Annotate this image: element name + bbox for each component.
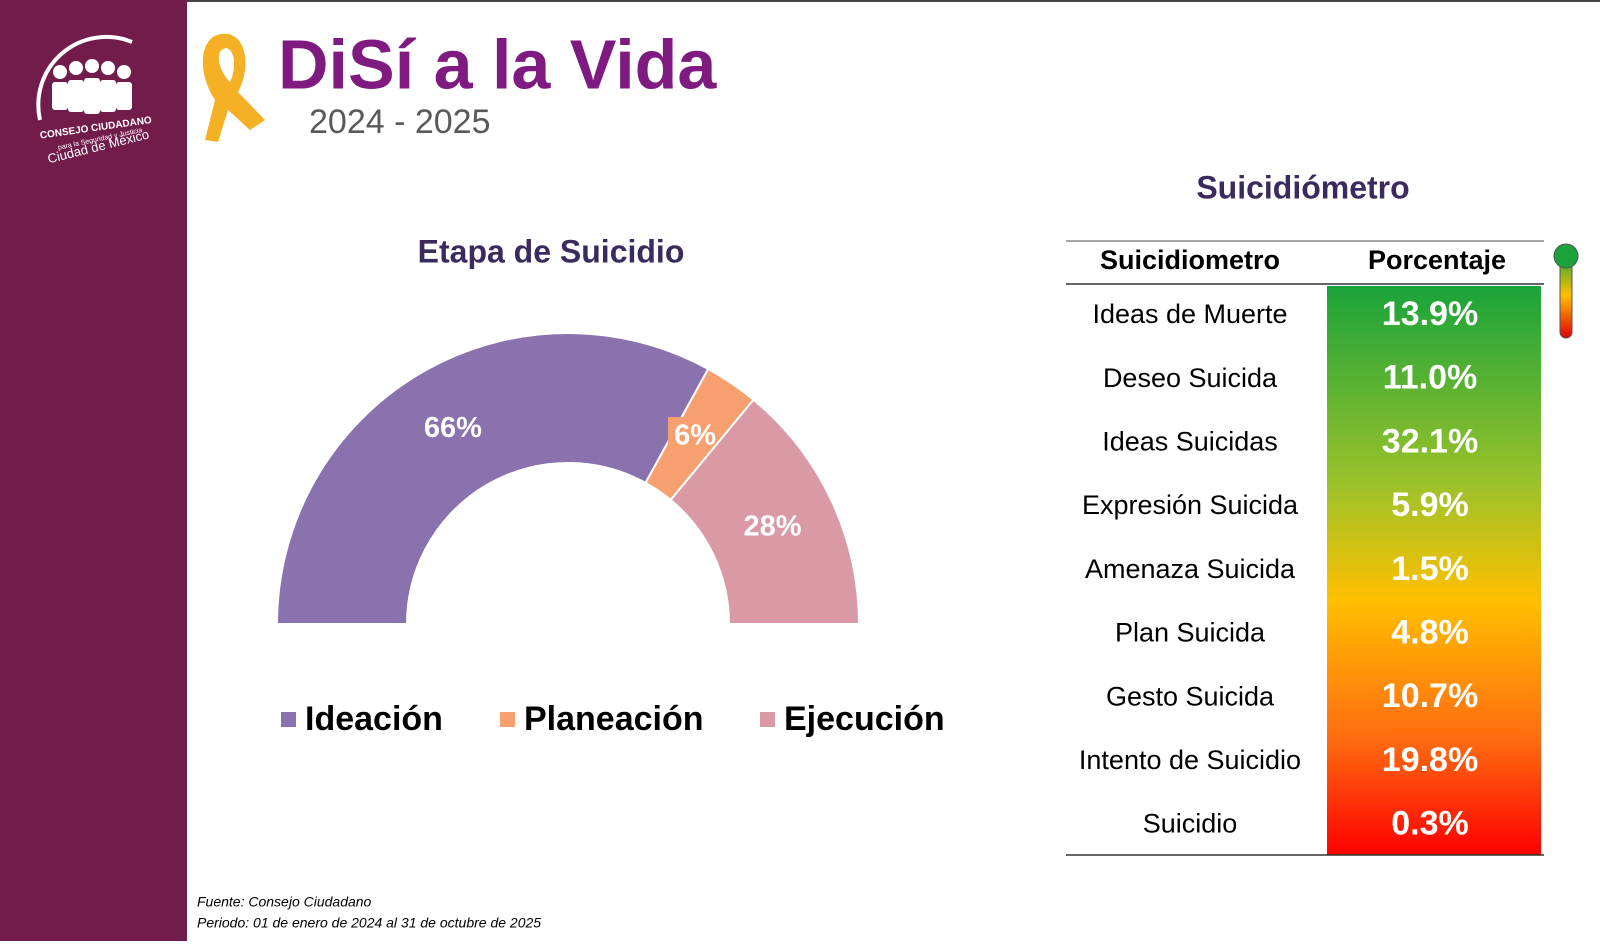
source: Fuente: Consejo Ciudadano [197, 894, 372, 910]
row-value: 0.3% [1391, 805, 1469, 843]
row-label: Ideas Suicidas [1102, 427, 1278, 457]
row-value: 13.9% [1382, 295, 1478, 333]
donut-chart: Etapa de Suicidio 66% 6% 28% Ideación Planea… [275, 233, 945, 738]
row-label: Ideas de Muerte [1092, 299, 1287, 329]
legend-swatch [760, 712, 775, 727]
column-header: Porcentaje [1368, 245, 1506, 275]
donut-segment [669, 398, 861, 625]
row-label: Gesto Suicida [1106, 681, 1275, 711]
ribbon [202, 33, 265, 142]
chart-title: Etapa de Suicidio [418, 233, 685, 269]
period: Periodo: 01 de enero de 2024 al 31 de oc… [197, 915, 541, 931]
legend-label: Ideación [305, 700, 443, 738]
row-label: Suicidio [1143, 809, 1238, 839]
row-value: 1.5% [1391, 550, 1469, 588]
row-value: 5.9% [1391, 486, 1469, 524]
row-value: 4.8% [1391, 613, 1469, 651]
row-label: Expresión Suicida [1082, 490, 1299, 520]
row-label: Intento de Suicidio [1079, 745, 1301, 775]
row-label: Plan Suicida [1115, 618, 1266, 648]
legend-label: Ejecución [784, 700, 945, 738]
data-label: 66% [424, 412, 482, 444]
row-value: 11.0% [1383, 359, 1478, 397]
row-label: Deseo Suicida [1103, 363, 1278, 393]
data-label: 6% [674, 420, 716, 452]
donut-segment [275, 332, 710, 625]
legend-label: Planeación [524, 700, 704, 738]
column-header: Suicidiometro [1100, 245, 1280, 275]
legend-swatch [500, 712, 515, 727]
row-label: Amenaza Suicida [1085, 554, 1296, 584]
sidebar [0, 0, 187, 941]
data-label: 28% [743, 510, 801, 542]
table: Suicidiómetro Suicidiometro Porcentaje I… [1066, 169, 1544, 856]
subtitle: 2024 - 2025 [309, 103, 491, 141]
heat-column [1327, 286, 1541, 855]
row-value: 19.8% [1382, 741, 1478, 779]
row-value: 32.1% [1382, 422, 1478, 460]
table-title: Suicidiómetro [1196, 169, 1409, 205]
legend-swatch [281, 712, 296, 727]
thermometer [1553, 243, 1579, 339]
title: DiSí a la Vida [278, 25, 717, 103]
row-value: 10.7% [1382, 677, 1478, 715]
